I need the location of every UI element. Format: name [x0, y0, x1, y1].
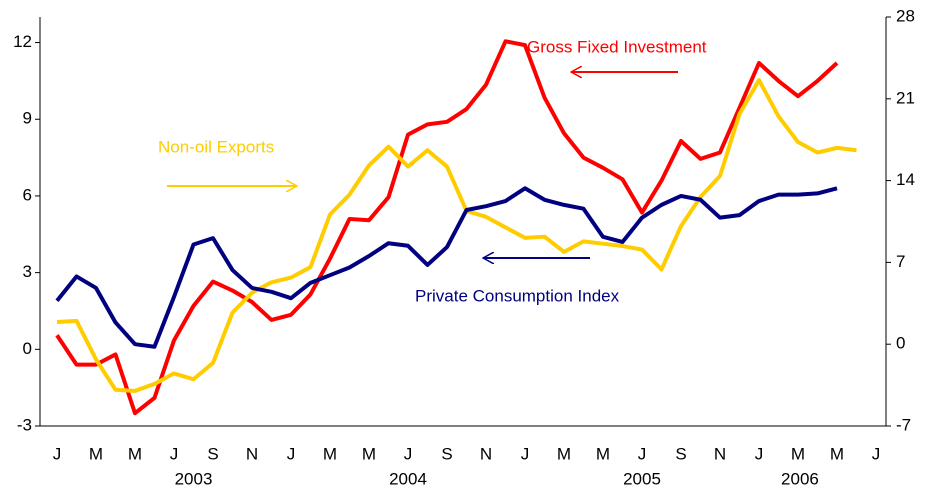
x-tick-label: M [362, 444, 376, 463]
x-tick-label: M [128, 444, 142, 463]
x-tick-label: S [675, 444, 686, 463]
year-label: 2005 [623, 469, 661, 488]
y2-tick-label: 0 [896, 334, 905, 353]
x-tick-label: N [480, 444, 492, 463]
y-tick-label: 0 [23, 339, 32, 358]
y2-tick-label: -7 [896, 415, 911, 434]
x-tick-label: J [521, 444, 530, 463]
x-tick-label: N [246, 444, 258, 463]
y-tick-label: -3 [17, 415, 32, 434]
x-tick-label: J [755, 444, 764, 463]
year-label: 2006 [781, 469, 819, 488]
year-label: 2004 [389, 469, 427, 488]
series-label: Private Consumption Index [415, 286, 620, 305]
y2-tick-label: 21 [896, 88, 915, 107]
x-tick-label: J [53, 444, 62, 463]
y-tick-label: 3 [23, 262, 32, 281]
x-tick-label: M [89, 444, 103, 463]
x-tick-label: S [207, 444, 218, 463]
series-label: Gross Fixed Investment [527, 37, 707, 56]
x-tick-label: M [830, 444, 844, 463]
x-tick-label: M [557, 444, 571, 463]
y2-tick-label: 28 [896, 6, 915, 25]
series-line [55, 186, 838, 349]
y-tick-label: 6 [23, 185, 32, 204]
x-tick-label: M [323, 444, 337, 463]
series-label: Non-oil Exports [158, 137, 274, 156]
y-tick-label: 9 [23, 109, 32, 128]
series-line [56, 78, 857, 393]
x-tick-label: S [441, 444, 452, 463]
y2-tick-label: 7 [896, 252, 905, 271]
x-tick-label: J [872, 444, 881, 463]
year-label: 2003 [175, 469, 213, 488]
x-tick-label: M [596, 444, 610, 463]
x-tick-label: J [170, 444, 179, 463]
y-tick-label: 12 [13, 32, 32, 51]
series-line [55, 39, 839, 416]
x-tick-label: J [638, 444, 647, 463]
x-tick-label: N [714, 444, 726, 463]
x-tick-label: J [287, 444, 296, 463]
x-tick-label: J [404, 444, 413, 463]
y2-tick-label: 14 [896, 170, 915, 189]
x-tick-label: M [791, 444, 805, 463]
